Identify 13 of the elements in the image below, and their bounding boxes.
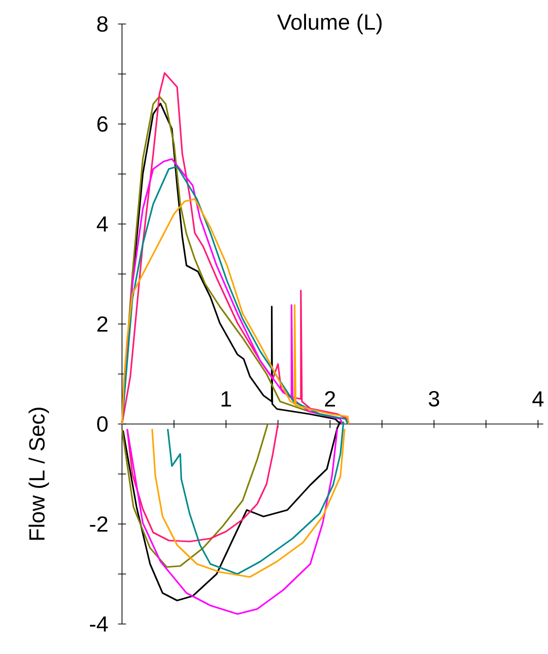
y-tick-label: 8 — [97, 16, 108, 32]
y-axis-title: Flow (L / Sec) — [28, 408, 49, 540]
x-tick-label: 4 — [532, 391, 544, 406]
x-axis-title: Volume (L) — [277, 14, 382, 34]
y-tick-label: 4 — [96, 216, 108, 232]
x-tick-label: 3 — [428, 390, 440, 406]
y-tick-label: -2 — [90, 516, 108, 532]
x-tick-label: 2 — [325, 391, 335, 406]
y-tick-label: 2 — [97, 316, 108, 332]
y-tick-label: 6 — [97, 116, 108, 132]
y-tick-label: 0 — [97, 416, 108, 432]
x-tick-label: 1 — [222, 391, 232, 406]
y-tick-label: -4 — [90, 616, 108, 632]
